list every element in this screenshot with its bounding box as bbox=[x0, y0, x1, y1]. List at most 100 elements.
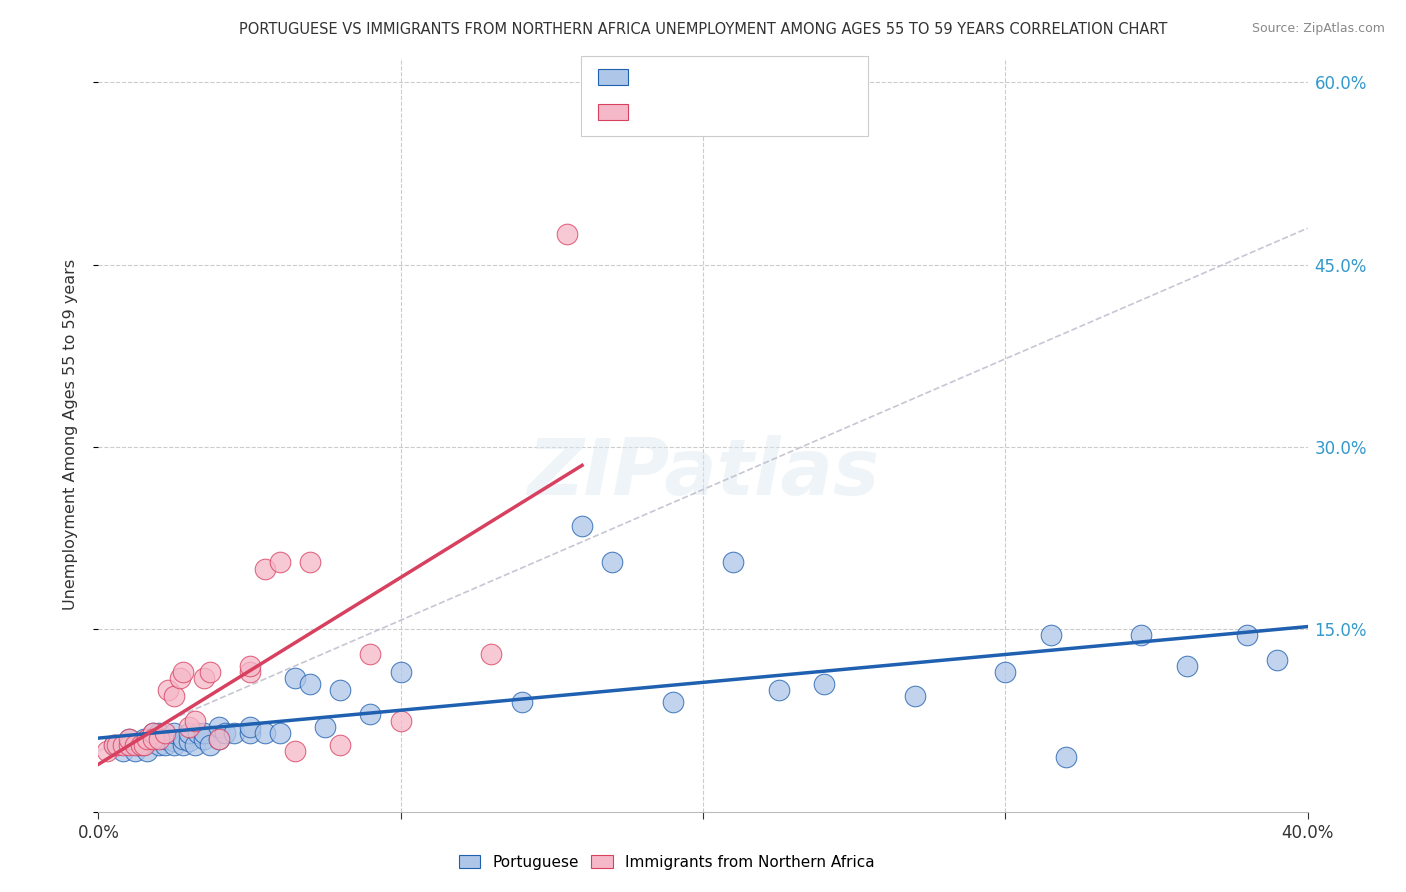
Point bbox=[314, 720, 336, 734]
Point bbox=[555, 227, 578, 242]
Point bbox=[602, 556, 624, 570]
Point bbox=[208, 731, 231, 746]
Point bbox=[269, 556, 291, 570]
Text: ZIPatlas: ZIPatlas bbox=[527, 434, 879, 510]
Point bbox=[239, 720, 262, 734]
Point bbox=[200, 738, 222, 752]
Point bbox=[1054, 750, 1077, 764]
Text: 55: 55 bbox=[749, 69, 772, 83]
Text: N =: N = bbox=[720, 69, 756, 83]
Point bbox=[153, 738, 176, 752]
Point bbox=[163, 734, 186, 748]
Point bbox=[904, 690, 927, 704]
Point bbox=[208, 720, 231, 734]
Point bbox=[1175, 658, 1198, 673]
Point bbox=[269, 725, 291, 739]
Point bbox=[148, 725, 170, 739]
Point bbox=[135, 744, 157, 758]
Point bbox=[187, 725, 209, 739]
Point bbox=[142, 731, 165, 746]
Point bbox=[163, 738, 186, 752]
Point bbox=[571, 519, 593, 533]
Point bbox=[193, 671, 215, 685]
Point bbox=[193, 731, 215, 746]
Point bbox=[723, 556, 745, 570]
Point bbox=[184, 738, 207, 752]
Point bbox=[184, 714, 207, 728]
Text: N =: N = bbox=[720, 104, 756, 119]
Point bbox=[1039, 628, 1062, 642]
Point bbox=[118, 738, 141, 752]
Point bbox=[329, 683, 352, 698]
Point bbox=[172, 731, 194, 746]
Point bbox=[510, 695, 533, 709]
Point bbox=[132, 738, 155, 752]
Point bbox=[118, 731, 141, 746]
Text: R =: R = bbox=[636, 69, 671, 83]
Point bbox=[200, 665, 222, 679]
Point bbox=[129, 738, 152, 752]
Point bbox=[103, 738, 125, 752]
Point bbox=[172, 738, 194, 752]
Point bbox=[111, 744, 134, 758]
Text: Source: ZipAtlas.com: Source: ZipAtlas.com bbox=[1251, 22, 1385, 36]
Point bbox=[329, 738, 352, 752]
Point bbox=[193, 725, 215, 739]
Point bbox=[103, 738, 125, 752]
Point bbox=[132, 738, 155, 752]
Point bbox=[127, 738, 149, 752]
Point bbox=[1130, 628, 1153, 642]
Point bbox=[96, 744, 118, 758]
Point bbox=[105, 738, 128, 752]
Point bbox=[253, 725, 276, 739]
Point bbox=[163, 725, 186, 739]
Point bbox=[284, 744, 307, 758]
Point bbox=[1236, 628, 1258, 642]
Point bbox=[172, 665, 194, 679]
Text: 0.328: 0.328 bbox=[665, 104, 716, 119]
Point bbox=[142, 731, 165, 746]
Point bbox=[284, 671, 307, 685]
Point bbox=[389, 714, 412, 728]
Point bbox=[768, 683, 790, 698]
Point bbox=[481, 647, 503, 661]
Text: 0.217: 0.217 bbox=[665, 69, 716, 83]
Point bbox=[239, 658, 262, 673]
Point bbox=[156, 683, 179, 698]
Point bbox=[994, 665, 1017, 679]
Point bbox=[360, 707, 382, 722]
Point bbox=[153, 725, 176, 739]
Point bbox=[111, 738, 134, 752]
Point bbox=[163, 690, 186, 704]
Point bbox=[214, 725, 236, 739]
Point bbox=[132, 731, 155, 746]
Point bbox=[1267, 653, 1289, 667]
Point bbox=[169, 671, 191, 685]
Text: 34: 34 bbox=[749, 104, 772, 119]
Point bbox=[813, 677, 835, 691]
Point bbox=[179, 734, 201, 748]
Point bbox=[360, 647, 382, 661]
Point bbox=[124, 738, 146, 752]
Point bbox=[179, 720, 201, 734]
Point bbox=[299, 556, 322, 570]
Point bbox=[153, 731, 176, 746]
Point bbox=[299, 677, 322, 691]
Text: PORTUGUESE VS IMMIGRANTS FROM NORTHERN AFRICA UNEMPLOYMENT AMONG AGES 55 TO 59 Y: PORTUGUESE VS IMMIGRANTS FROM NORTHERN A… bbox=[239, 22, 1167, 37]
Point bbox=[179, 725, 201, 739]
Point bbox=[135, 731, 157, 746]
Point bbox=[142, 725, 165, 739]
Point bbox=[389, 665, 412, 679]
Text: R =: R = bbox=[636, 104, 671, 119]
Point bbox=[148, 731, 170, 746]
Point bbox=[239, 665, 262, 679]
Point bbox=[661, 695, 683, 709]
Legend: Portuguese, Immigrants from Northern Africa: Portuguese, Immigrants from Northern Afr… bbox=[453, 848, 880, 876]
Point bbox=[239, 725, 262, 739]
Point bbox=[124, 744, 146, 758]
Y-axis label: Unemployment Among Ages 55 to 59 years: Unemployment Among Ages 55 to 59 years bbox=[63, 260, 77, 610]
Point bbox=[224, 725, 246, 739]
Point bbox=[208, 731, 231, 746]
Point bbox=[148, 738, 170, 752]
Point bbox=[142, 725, 165, 739]
